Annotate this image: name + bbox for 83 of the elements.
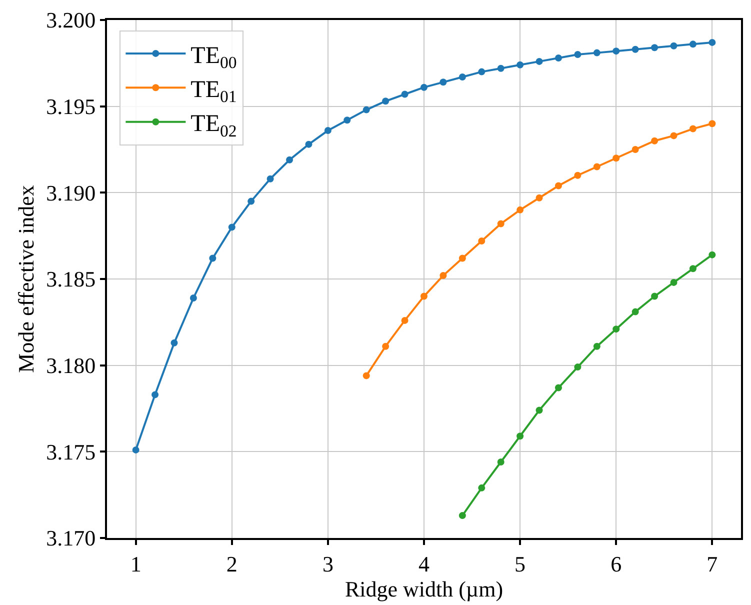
point [420, 292, 428, 300]
point [478, 238, 486, 245]
x-tick-label: 6 [610, 551, 622, 576]
point [708, 38, 716, 46]
point [248, 198, 255, 205]
y-tick-label: 3.200 [46, 8, 96, 33]
point [554, 54, 562, 62]
point [516, 206, 524, 214]
point [497, 458, 504, 466]
point [632, 146, 639, 153]
point [670, 132, 678, 140]
point [401, 90, 408, 98]
point [689, 125, 696, 132]
point [593, 342, 600, 350]
point [190, 294, 197, 302]
point [651, 137, 658, 144]
point [516, 61, 524, 68]
point [632, 308, 639, 316]
point [612, 154, 620, 162]
point [152, 391, 159, 398]
point [670, 278, 678, 286]
x-tick-label: 7 [706, 551, 718, 576]
point [209, 254, 216, 262]
y-tick-label: 3.190 [46, 180, 96, 206]
point [612, 48, 620, 55]
point [689, 40, 696, 48]
y-tick-label: 3.180 [46, 353, 96, 378]
point [536, 194, 543, 202]
x-tick-label: 4 [418, 551, 430, 576]
x-axis-title: Ridge width (µm) [344, 576, 504, 602]
y-tick-label: 3.195 [46, 94, 96, 120]
point [286, 156, 294, 164]
point [497, 64, 504, 72]
point [170, 339, 178, 346]
point [401, 316, 408, 324]
point [132, 446, 140, 454]
point [440, 272, 447, 280]
x-tick-label: 3 [322, 551, 334, 576]
point [478, 484, 486, 492]
point [440, 78, 447, 86]
point [670, 42, 678, 50]
point [478, 68, 486, 76]
x-tick-label: 5 [514, 551, 526, 576]
x-tick-label: 1 [130, 551, 142, 576]
point [497, 220, 504, 228]
point [382, 342, 390, 350]
point [708, 120, 716, 128]
point [574, 51, 582, 58]
point [516, 432, 524, 440]
legend-label: TE$_{01}$ [190, 77, 237, 106]
x-tick-label: 2 [226, 551, 238, 576]
point [651, 292, 658, 300]
legend-label: TE$_{00}$ [190, 42, 237, 72]
point [651, 44, 658, 52]
point [554, 384, 562, 392]
point [574, 364, 582, 371]
point [458, 512, 466, 520]
point [593, 49, 600, 56]
point [305, 140, 312, 148]
point [554, 182, 562, 190]
legend-label: TE$_{02}$ [190, 111, 237, 140]
y-tick-label: 3.175 [46, 439, 96, 464]
point [612, 326, 620, 333]
y-axis-title: Mode effective index [13, 185, 38, 373]
y-tick-label: 3.170 [46, 526, 96, 551]
point [382, 98, 390, 105]
y-tick-label: 3.185 [46, 266, 96, 292]
point [593, 163, 600, 170]
point [632, 46, 639, 53]
point [324, 127, 332, 134]
point [266, 175, 274, 182]
point [536, 406, 543, 414]
point [362, 106, 370, 114]
point [536, 58, 543, 65]
point [574, 172, 582, 179]
point [228, 224, 236, 231]
point [420, 84, 428, 91]
point [708, 251, 716, 258]
point [344, 116, 351, 124]
point [362, 372, 370, 380]
point [458, 254, 466, 262]
point [458, 73, 466, 80]
point [689, 265, 696, 272]
